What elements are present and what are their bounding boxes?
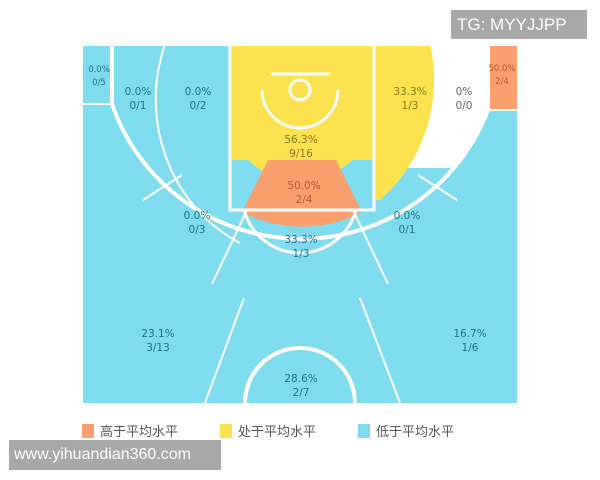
zone-top-3-label: 28.6% 2/7 — [284, 373, 317, 399]
svg-text:2/4: 2/4 — [296, 194, 313, 206]
svg-text:2/7: 2/7 — [293, 387, 310, 399]
legend-swatch-average — [220, 423, 233, 438]
svg-text:0/1: 0/1 — [130, 100, 147, 112]
zone-top-key-mid-label: 33.3% 1/3 — [284, 234, 317, 260]
legend-label-below: 低于平均水平 — [376, 425, 455, 440]
legend-item-average: 处于平均水平 — [220, 421, 316, 440]
svg-text:0.0%: 0.0% — [394, 210, 421, 222]
svg-text:23.1%: 23.1% — [141, 328, 174, 340]
svg-text:1/6: 1/6 — [462, 342, 479, 354]
legend-item-below: 低于平均水平 — [358, 421, 454, 440]
zone-paint-label: 50.0% 2/4 — [287, 180, 320, 206]
svg-text:16.7%: 16.7% — [453, 328, 486, 340]
svg-text:1/3: 1/3 — [293, 248, 310, 260]
legend-swatch-above — [82, 423, 94, 438]
zone-left-baseline-short-label: 0.0% 0/2 — [185, 86, 212, 112]
zone-right-wing-3-label: 16.7% 1/6 — [453, 328, 486, 354]
svg-text:0.0%: 0.0% — [185, 86, 212, 98]
legend: 高于平均水平 处于平均水平 低于平均水平 — [82, 421, 454, 440]
zone-right-baseline-long-label: 0% 0/0 — [456, 86, 473, 112]
legend-label-average: 处于平均水平 — [238, 425, 317, 440]
svg-text:56.3%: 56.3% — [284, 134, 317, 146]
svg-text:3/13: 3/13 — [146, 342, 170, 354]
svg-text:28.6%: 28.6% — [284, 373, 317, 385]
svg-text:33.3%: 33.3% — [393, 86, 426, 98]
svg-text:1/3: 1/3 — [402, 100, 419, 112]
svg-text:0.0%: 0.0% — [125, 86, 152, 98]
watermark-top: TG: MYYJJPP — [451, 10, 587, 39]
legend-item-above: 高于平均水平 — [82, 421, 178, 440]
svg-text:50.0%: 50.0% — [488, 64, 515, 74]
svg-text:9/16: 9/16 — [289, 148, 313, 160]
legend-label-above: 高于平均水平 — [100, 425, 179, 440]
zone-right-corner-3-label: 50.0% 2/4 — [488, 64, 515, 87]
zone-left-wing-3-label: 23.1% 3/13 — [141, 328, 174, 354]
svg-text:0%: 0% — [456, 86, 473, 98]
zone-right-baseline-short-2 — [376, 44, 435, 200]
zone-restricted-area — [232, 44, 376, 181]
svg-text:0.0%: 0.0% — [88, 65, 110, 75]
zone-left-corner-3-label: 0.0% 0/5 — [88, 65, 110, 88]
svg-text:0.0%: 0.0% — [184, 210, 211, 222]
svg-text:50.0%: 50.0% — [287, 180, 320, 192]
svg-text:0/2: 0/2 — [190, 100, 207, 112]
zone-restricted-area-label: 56.3% 9/16 — [284, 134, 317, 160]
svg-text:0/1: 0/1 — [399, 224, 416, 236]
zone-right-baseline-short-label: 33.3% 1/3 — [393, 86, 426, 112]
svg-text:33.3%: 33.3% — [284, 234, 317, 246]
watermark-bottom: www.yihuandian360.com — [9, 440, 221, 470]
svg-text:0/5: 0/5 — [92, 78, 106, 88]
zone-right-elbow-label: 0.0% 0/1 — [394, 210, 421, 236]
svg-text:0/3: 0/3 — [189, 224, 206, 236]
zone-left-elbow-label: 0.0% 0/3 — [184, 210, 211, 236]
zone-right-corner-3 — [488, 44, 517, 110]
svg-text:0/0: 0/0 — [456, 100, 473, 112]
svg-text:2/4: 2/4 — [495, 77, 509, 87]
zone-left-baseline-long-label: 0.0% 0/1 — [125, 86, 152, 112]
legend-swatch-below — [358, 423, 371, 438]
